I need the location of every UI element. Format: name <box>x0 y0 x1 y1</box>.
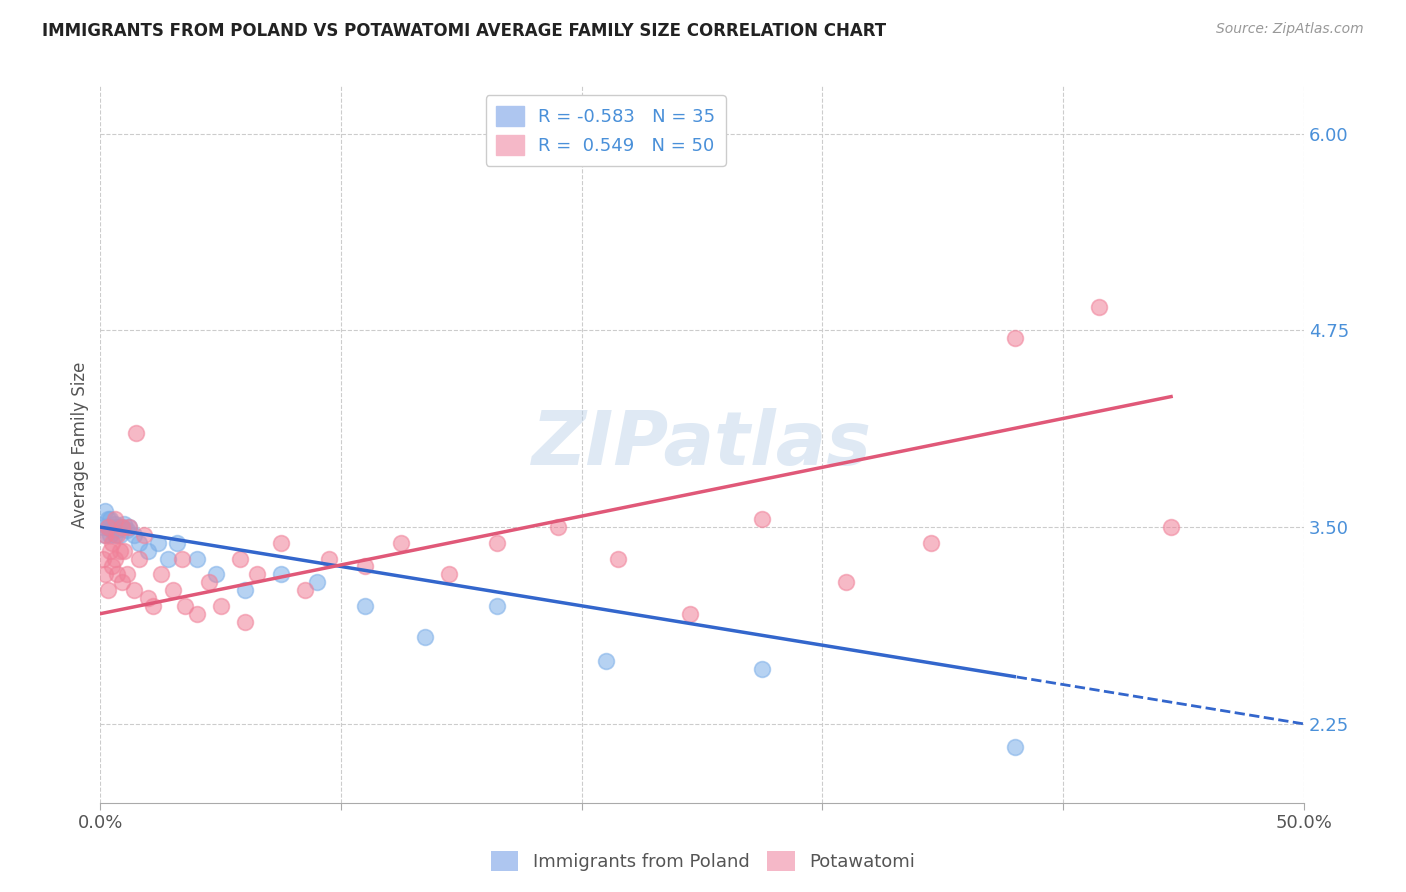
Legend: Immigrants from Poland, Potawatomi: Immigrants from Poland, Potawatomi <box>484 844 922 879</box>
Point <box>1160 520 1182 534</box>
Point <box>835 575 858 590</box>
Point <box>486 536 509 550</box>
Point <box>205 567 228 582</box>
Text: Source: ZipAtlas.com: Source: ZipAtlas.com <box>1216 22 1364 37</box>
Point <box>105 520 128 534</box>
Point <box>98 528 121 542</box>
Point <box>1004 331 1026 345</box>
Point <box>172 551 194 566</box>
Point <box>98 543 121 558</box>
Point <box>125 425 148 440</box>
Point <box>94 528 117 542</box>
Point <box>270 536 292 550</box>
Point <box>108 543 131 558</box>
Point <box>606 551 628 566</box>
Point <box>186 551 208 566</box>
Point <box>389 536 412 550</box>
Point <box>413 630 436 644</box>
Point <box>94 567 117 582</box>
Point <box>101 520 124 534</box>
Point <box>486 599 509 613</box>
Point <box>111 520 134 534</box>
Point <box>209 599 232 613</box>
Point <box>166 536 188 550</box>
Point <box>1004 740 1026 755</box>
Point <box>94 528 117 542</box>
Point <box>229 551 252 566</box>
Point <box>94 504 117 518</box>
Point <box>97 512 120 526</box>
Point <box>233 583 256 598</box>
Point <box>294 583 316 598</box>
Y-axis label: Average Family Size: Average Family Size <box>72 361 89 528</box>
Point <box>112 516 135 531</box>
Point <box>439 567 461 582</box>
Point <box>122 583 145 598</box>
Point <box>679 607 702 621</box>
Point <box>101 536 124 550</box>
Point <box>156 551 179 566</box>
Point <box>104 512 127 526</box>
Point <box>104 516 127 531</box>
Point <box>122 528 145 542</box>
Point <box>111 575 134 590</box>
Point <box>1088 300 1111 314</box>
Point <box>173 599 195 613</box>
Point <box>115 523 138 537</box>
Point <box>162 583 184 598</box>
Point <box>128 536 150 550</box>
Point <box>270 567 292 582</box>
Point <box>318 551 340 566</box>
Point <box>101 559 124 574</box>
Point <box>354 599 377 613</box>
Point <box>595 654 617 668</box>
Point <box>105 523 128 537</box>
Point <box>97 520 120 534</box>
Point <box>146 536 169 550</box>
Point <box>142 599 165 613</box>
Text: ZIPatlas: ZIPatlas <box>531 408 872 481</box>
Point <box>91 520 114 534</box>
Point <box>138 543 160 558</box>
Point <box>108 528 131 542</box>
Point <box>97 520 120 534</box>
Point <box>920 536 942 550</box>
Point <box>111 520 134 534</box>
Text: IMMIGRANTS FROM POLAND VS POTAWATOMI AVERAGE FAMILY SIZE CORRELATION CHART: IMMIGRANTS FROM POLAND VS POTAWATOMI AVE… <box>42 22 886 40</box>
Point <box>751 512 773 526</box>
Point <box>197 575 219 590</box>
Point <box>751 662 773 676</box>
Legend: R = -0.583   N = 35, R =  0.549   N = 50: R = -0.583 N = 35, R = 0.549 N = 50 <box>485 95 725 166</box>
Point <box>115 567 138 582</box>
Point <box>547 520 569 534</box>
Point <box>186 607 208 621</box>
Point <box>101 523 124 537</box>
Point <box>112 543 135 558</box>
Point <box>105 567 128 582</box>
Point <box>149 567 172 582</box>
Point <box>118 520 141 534</box>
Point <box>305 575 328 590</box>
Point <box>246 567 269 582</box>
Point <box>97 583 120 598</box>
Point <box>105 528 128 542</box>
Point <box>98 512 121 526</box>
Point <box>354 559 377 574</box>
Point <box>132 528 155 542</box>
Point <box>233 615 256 629</box>
Point <box>104 551 127 566</box>
Point <box>128 551 150 566</box>
Point <box>104 528 127 542</box>
Point <box>118 520 141 534</box>
Point <box>91 551 114 566</box>
Point <box>138 591 160 605</box>
